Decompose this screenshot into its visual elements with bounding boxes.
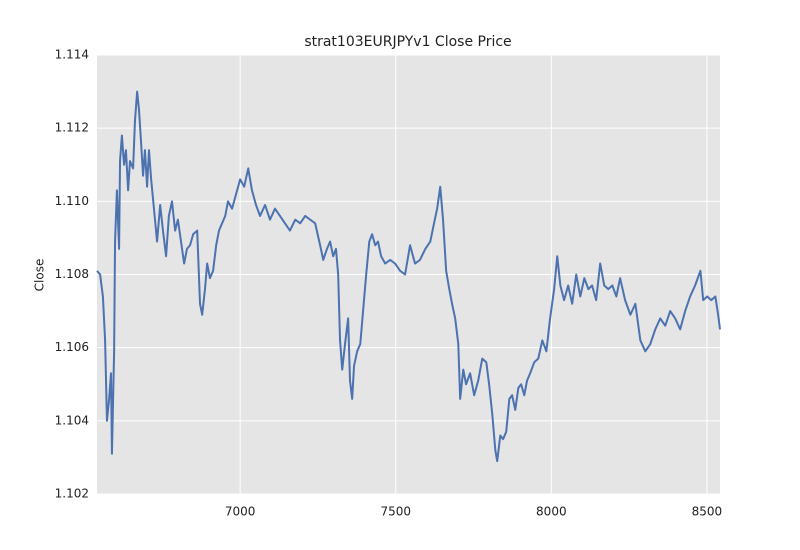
x-tick-label: 7500 [380,505,411,519]
x-tick-label: 8500 [692,505,723,519]
chart-title: strat103EURJPYv1 Close Price [304,34,511,50]
y-tick-label: 1.102 [55,487,89,501]
y-tick-label: 1.110 [55,194,89,208]
y-tick-label: 1.108 [55,267,89,281]
x-tick-label: 7000 [225,505,256,519]
y-tick-label: 1.112 [55,121,89,135]
y-tick-label: 1.106 [55,340,89,354]
grid [97,54,720,495]
y-tick-label: 1.104 [55,413,89,427]
price-line [96,90,721,463]
y-axis-label: Close [33,259,47,292]
y-tick-label: 1.114 [55,48,89,62]
x-tick-label: 8000 [536,505,567,519]
